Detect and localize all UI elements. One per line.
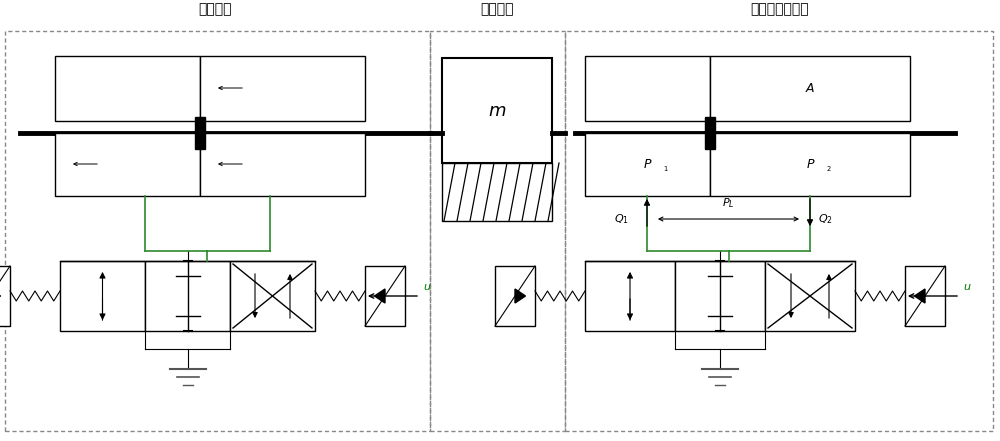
Bar: [195, 117, 205, 149]
Polygon shape: [914, 289, 925, 303]
Text: 电液负载模拟器: 电液负载模拟器: [751, 2, 809, 16]
Bar: [705, 117, 715, 149]
Text: $Q_2$: $Q_2$: [818, 212, 833, 226]
Text: $_2$: $_2$: [826, 164, 832, 174]
Text: $_1$: $_1$: [663, 164, 669, 174]
Text: P: P: [806, 157, 814, 171]
Bar: [710, 133, 910, 196]
Bar: [5, 31, 430, 431]
Bar: [710, 56, 910, 121]
Bar: [765, 261, 855, 331]
Bar: [0, 266, 10, 326]
Bar: [430, 31, 565, 431]
Polygon shape: [374, 289, 385, 303]
Text: P: P: [643, 157, 651, 171]
Bar: [495, 266, 535, 326]
Bar: [585, 56, 710, 121]
Text: m: m: [488, 102, 506, 120]
Bar: [200, 133, 365, 196]
Text: u: u: [963, 282, 970, 292]
Bar: [565, 31, 993, 431]
Polygon shape: [515, 289, 526, 303]
Bar: [442, 58, 552, 163]
Bar: [442, 163, 552, 221]
Text: $Q_1$: $Q_1$: [614, 212, 629, 226]
Bar: [675, 261, 765, 331]
Text: u: u: [423, 282, 430, 292]
Bar: [905, 266, 945, 326]
Bar: [55, 56, 200, 121]
Bar: [365, 266, 405, 326]
Text: A: A: [806, 82, 814, 94]
Bar: [200, 56, 365, 121]
Bar: [585, 133, 710, 196]
Bar: [60, 261, 145, 331]
Bar: [585, 261, 675, 331]
Bar: [145, 261, 230, 331]
Text: $P_L$: $P_L$: [722, 196, 735, 210]
Bar: [55, 133, 200, 196]
Text: 舵机系统: 舵机系统: [198, 2, 232, 16]
Bar: [230, 261, 315, 331]
Text: 惯性负载: 惯性负载: [480, 2, 514, 16]
